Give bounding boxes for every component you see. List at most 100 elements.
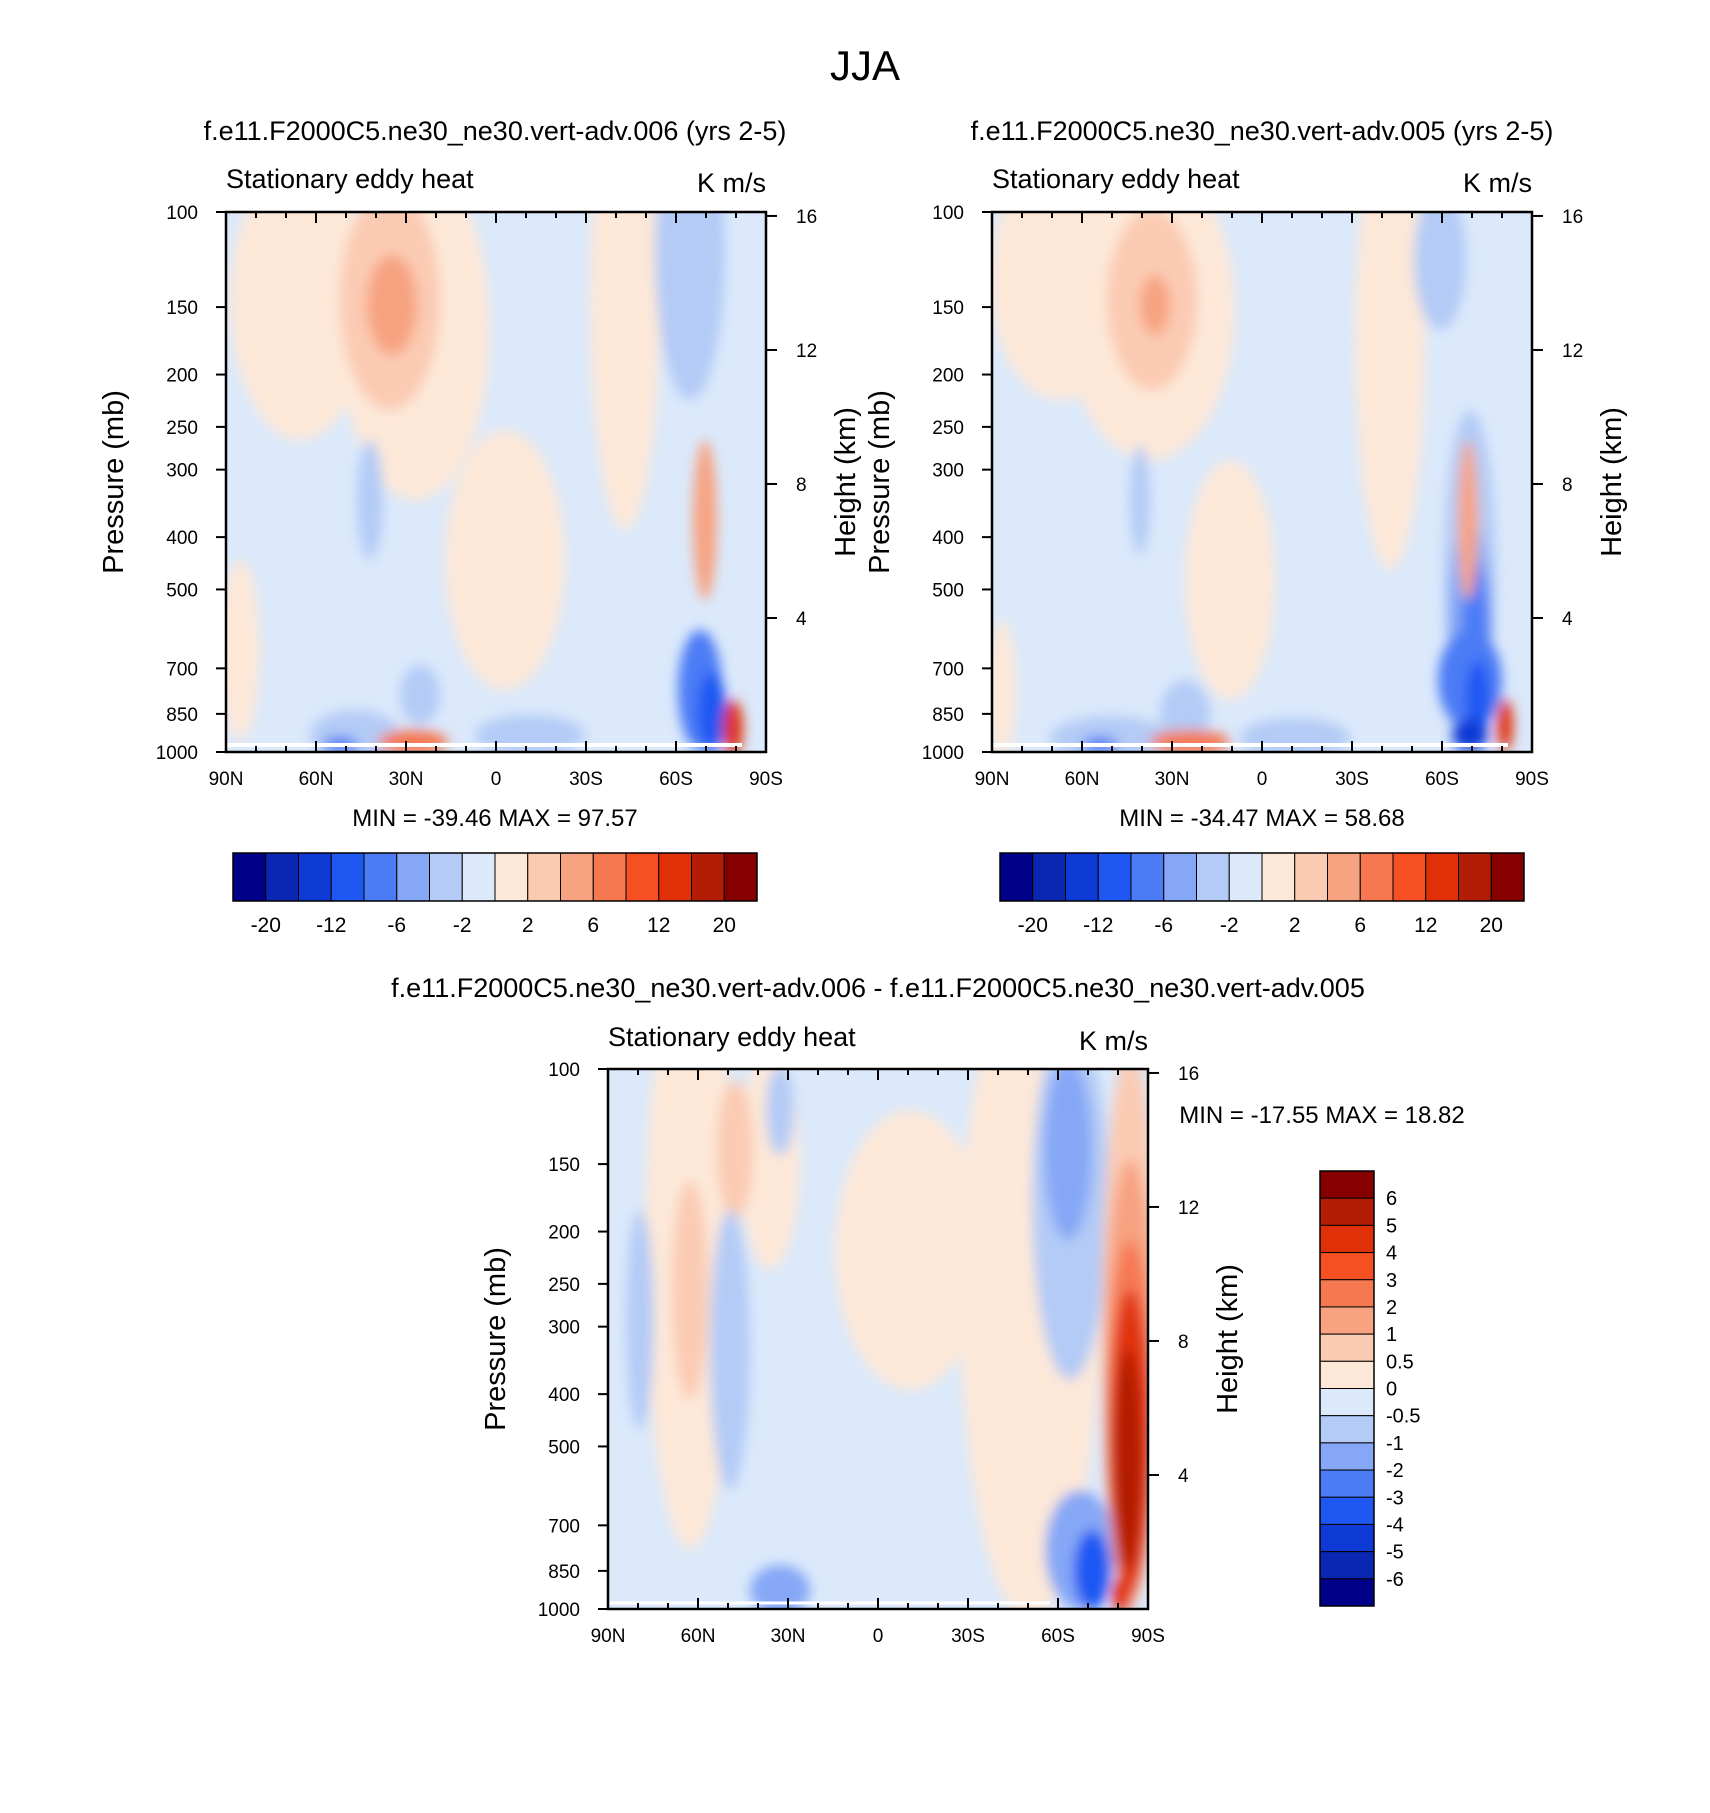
panel-diff-pressure-tick-label: 300 bbox=[548, 1318, 580, 1339]
colorbar-label: 4 bbox=[1386, 1243, 1397, 1265]
panel-diff-ylabel-right: Height (km) bbox=[1212, 1264, 1244, 1414]
panel-diff-contour-field bbox=[608, 1069, 1148, 1609]
panel-diff-x-tick-label: 90S bbox=[1131, 1626, 1165, 1647]
panel-right-units: K m/s bbox=[1463, 168, 1532, 198]
colorbar-label: -0.5 bbox=[1386, 1406, 1420, 1428]
panel-right-contour-field bbox=[992, 212, 1532, 752]
colorbar-swatch bbox=[1319, 1496, 1375, 1525]
colorbar-swatch bbox=[461, 852, 496, 902]
colorbar-swatch bbox=[330, 852, 365, 902]
colorbar-label: -6 bbox=[387, 914, 406, 937]
panel-diff-subtitle: Stationary eddy heat bbox=[608, 1022, 856, 1052]
colorbar-swatch bbox=[1319, 1360, 1375, 1389]
panel-right-x-tick-label: 60S bbox=[1425, 769, 1459, 790]
colorbar-label: -2 bbox=[1220, 914, 1239, 937]
panel-right-ylabel-right: Height (km) bbox=[1596, 407, 1628, 557]
colorbar-swatch bbox=[1261, 852, 1296, 902]
colorbar-swatch bbox=[625, 852, 660, 902]
colorbar-swatch bbox=[1228, 852, 1263, 902]
panel-left-ylabel: Pressure (mb) bbox=[98, 390, 130, 574]
panel-diff-x-tick-label: 60S bbox=[1041, 1626, 1075, 1647]
panel-left: f.e11.F2000C5.ne30_ne30.vert-adv.006 (yr… bbox=[98, 116, 862, 937]
colorbar-swatch bbox=[592, 852, 627, 902]
panel-right-subtitle: Stationary eddy heat bbox=[992, 164, 1240, 194]
panel-right-x-tick-label: 60N bbox=[1065, 769, 1100, 790]
panel-right-pressure-tick-label: 700 bbox=[932, 659, 964, 680]
panel-left-pressure-tick-label: 200 bbox=[166, 366, 198, 387]
panel-diff-pressure-tick-label: 400 bbox=[548, 1385, 580, 1406]
panel-diff-x-tick-label: 60N bbox=[681, 1626, 716, 1647]
colorbar-swatch bbox=[1359, 852, 1394, 902]
colorbar-swatch bbox=[1327, 852, 1361, 902]
colorbar-swatch bbox=[1319, 1388, 1375, 1417]
panel-left-pressure-tick-label: 1000 bbox=[156, 743, 198, 764]
colorbar-swatch bbox=[1319, 1333, 1375, 1362]
panel-diff-pressure-tick-label: 100 bbox=[548, 1060, 580, 1081]
panel-right-height-tick-label: 12 bbox=[1562, 341, 1583, 362]
panel-diff-colorbar: 6 5 4 3 2 1 0.5 0 -0.5 -1 -2 -3 -4 -5 -6 bbox=[1319, 1170, 1420, 1607]
panel-diff-pressure-tick-label: 700 bbox=[548, 1516, 580, 1537]
colorbar-label: -1 bbox=[1386, 1433, 1404, 1455]
colorbar-swatch bbox=[1425, 852, 1459, 902]
panel-left-units: K m/s bbox=[697, 168, 766, 198]
panel-right-title: f.e11.F2000C5.ne30_ne30.vert-adv.005 (yr… bbox=[971, 116, 1554, 146]
colorbar-swatch bbox=[1319, 1306, 1375, 1335]
panel-right-pressure-tick-label: 150 bbox=[932, 298, 964, 319]
colorbar-swatch bbox=[1392, 852, 1427, 902]
colorbar-label: 6 bbox=[587, 914, 599, 937]
panel-right-x-tick-label: 30N bbox=[1155, 769, 1190, 790]
colorbar-label: 6 bbox=[1354, 914, 1366, 937]
panel-diff-x-tick-label: 90N bbox=[591, 1626, 626, 1647]
colorbar-swatch bbox=[658, 852, 692, 902]
panel-diff-stats: MIN = -17.55 MAX = 18.82 bbox=[1179, 1102, 1464, 1129]
colorbar-swatch bbox=[999, 852, 1034, 902]
panel-diff: f.e11.F2000C5.ne30_ne30.vert-adv.006 - f… bbox=[391, 973, 1465, 1647]
panel-diff-title: f.e11.F2000C5.ne30_ne30.vert-adv.006 - f… bbox=[391, 973, 1365, 1003]
panel-right-stats: MIN = -34.47 MAX = 58.68 bbox=[1119, 805, 1404, 832]
panel-diff-pressure-tick-label: 850 bbox=[548, 1562, 580, 1583]
panel-left-colorbar: -20 -12 -6 -2 2 6 12 20 bbox=[232, 852, 758, 937]
panel-right-pressure-tick-label: 400 bbox=[932, 528, 964, 549]
colorbar-swatch bbox=[527, 852, 561, 902]
colorbar-label: 0.5 bbox=[1386, 1351, 1414, 1373]
colorbar-label: -2 bbox=[1386, 1460, 1404, 1482]
panel-right-colorbar: -20 -12 -6 -2 2 6 12 20 bbox=[999, 852, 1525, 937]
panel-left-height-tick-label: 4 bbox=[796, 609, 807, 630]
colorbar-swatch bbox=[1319, 1170, 1375, 1199]
colorbar-swatch bbox=[1319, 1252, 1375, 1281]
panel-diff-pressure-tick-label: 150 bbox=[548, 1155, 580, 1176]
panel-right-pressure-tick-label: 100 bbox=[932, 203, 964, 224]
colorbar-label: -4 bbox=[1386, 1514, 1404, 1536]
colorbar-label: 0 bbox=[1386, 1379, 1397, 1401]
panel-diff-height-tick-label: 8 bbox=[1178, 1332, 1189, 1353]
colorbar-label: 20 bbox=[713, 914, 736, 937]
panel-left-x-tick-label: 60S bbox=[659, 769, 693, 790]
colorbar-label: 6 bbox=[1386, 1188, 1397, 1210]
panel-left-title: f.e11.F2000C5.ne30_ne30.vert-adv.006 (yr… bbox=[204, 116, 787, 146]
colorbar-swatch bbox=[1294, 852, 1328, 902]
panel-left-height-tick-label: 12 bbox=[796, 341, 817, 362]
panel-left-x-tick-label: 90N bbox=[209, 769, 244, 790]
panel-right-x-tick-label: 90N bbox=[975, 769, 1010, 790]
panel-diff-pressure-tick-label: 1000 bbox=[538, 1600, 580, 1621]
panel-right-pressure-tick-label: 500 bbox=[932, 580, 964, 601]
colorbar-label: -20 bbox=[1018, 914, 1048, 937]
panel-right-pressure-tick-label: 300 bbox=[932, 461, 964, 482]
colorbar-swatch bbox=[1196, 852, 1230, 902]
panel-diff-pressure-tick-label: 250 bbox=[548, 1275, 580, 1296]
colorbar-label: 12 bbox=[1414, 914, 1437, 937]
colorbar-swatch bbox=[560, 852, 594, 902]
panel-diff-pressure-tick-label: 200 bbox=[548, 1223, 580, 1244]
colorbar-swatch bbox=[1319, 1279, 1375, 1308]
colorbar-swatch bbox=[1032, 852, 1066, 902]
colorbar-label: -12 bbox=[316, 914, 346, 937]
panel-right-x-tick-label: 0 bbox=[1257, 769, 1268, 790]
colorbar-swatch bbox=[691, 852, 725, 902]
panel-left-pressure-tick-label: 700 bbox=[166, 659, 198, 680]
colorbar-swatch bbox=[1319, 1415, 1375, 1444]
panel-diff-units: K m/s bbox=[1079, 1026, 1148, 1056]
panel-diff-x-tick-label: 0 bbox=[873, 1626, 884, 1647]
panel-right-x-tick-label: 90S bbox=[1515, 769, 1549, 790]
panel-left-pressure-tick-label: 300 bbox=[166, 461, 198, 482]
panel-left-pressure-tick-label: 150 bbox=[166, 298, 198, 319]
